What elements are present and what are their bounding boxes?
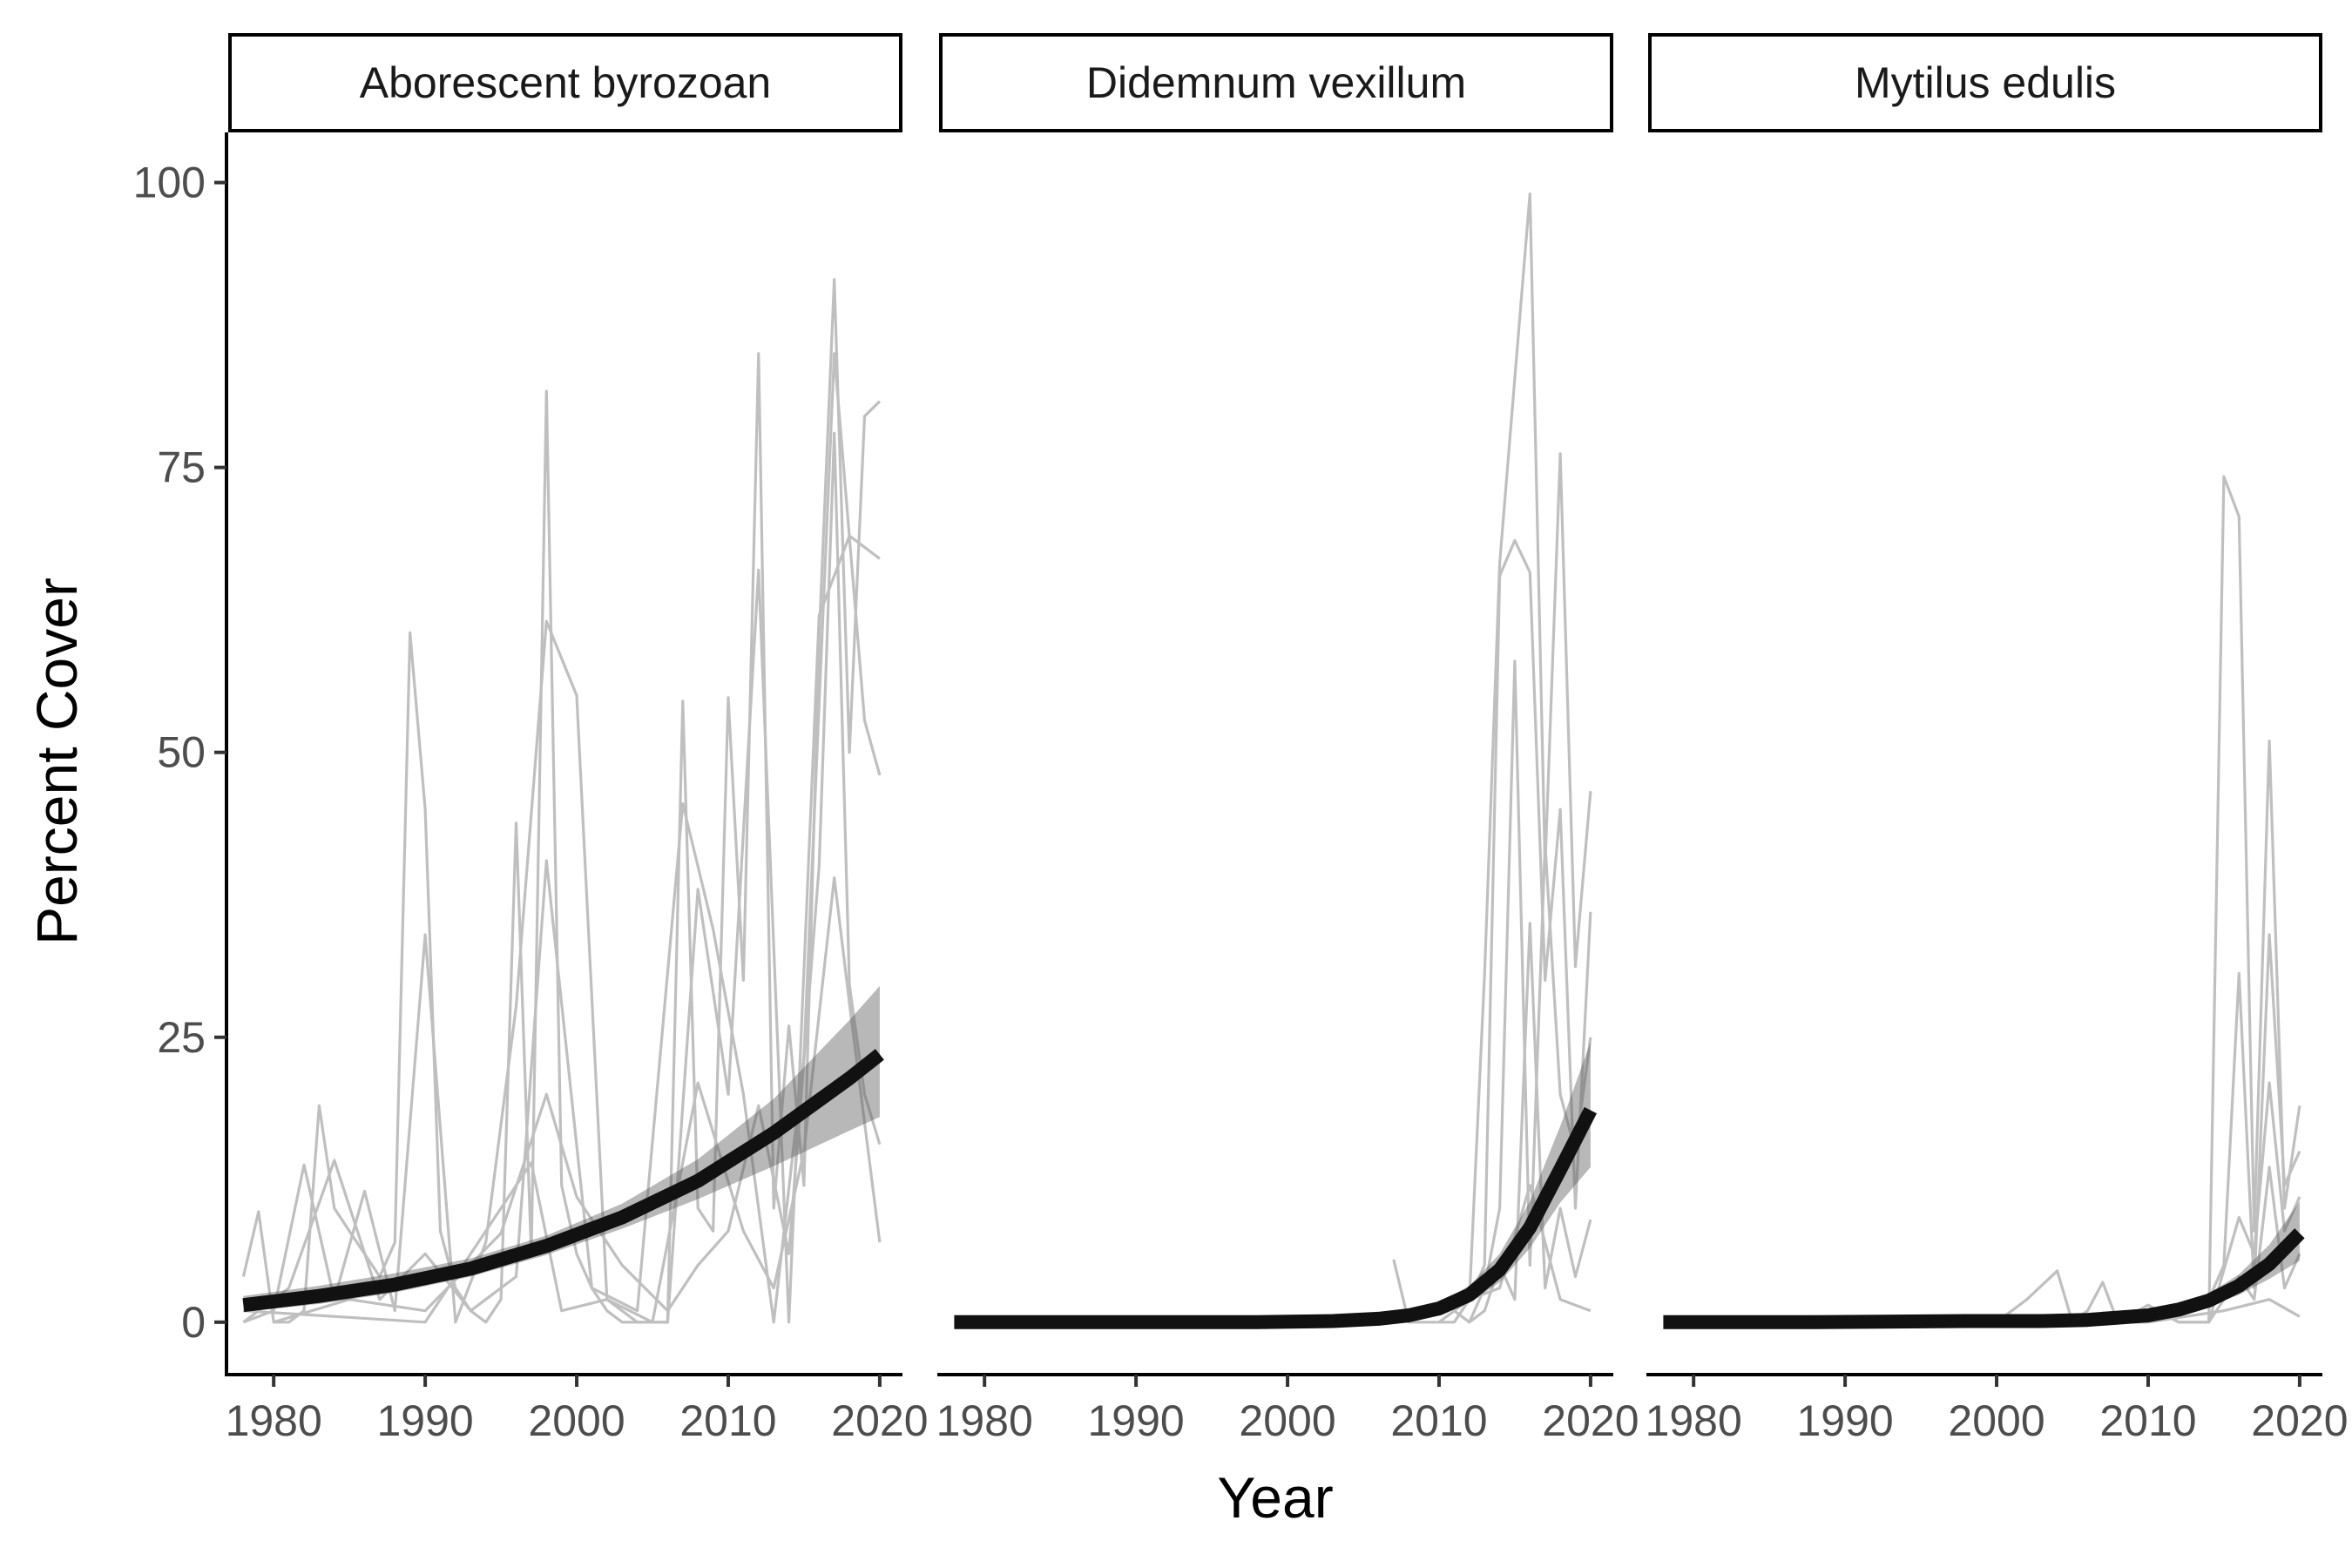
fitted-trend-line <box>954 1106 1598 1329</box>
x-tick-label: 2020 <box>831 1396 928 1445</box>
x-tick-label: 1990 <box>1087 1396 1184 1445</box>
raw-series-line <box>242 352 882 1324</box>
raw-series-line <box>241 278 882 1324</box>
y-axis: 0 25 50 75 100 <box>133 132 228 1376</box>
x-tick-label: 2010 <box>1390 1396 1487 1445</box>
x-tick-label: 2000 <box>1948 1396 2044 1445</box>
fitted-trend-line <box>242 1049 884 1313</box>
facet-strip-label: Mytilus edulis <box>1855 58 2116 107</box>
x-axis-title: Year <box>1217 1465 1333 1530</box>
raw-series-line <box>242 534 881 1324</box>
x-tick-label: 1980 <box>1646 1396 1742 1445</box>
y-tick-label: 100 <box>133 159 206 207</box>
facet-strip <box>228 33 902 132</box>
x-tick-label: 2010 <box>2099 1396 2196 1445</box>
facet-strip-label: Didemnum vexillum <box>1086 58 1466 107</box>
facet-strip-label: Aborescent byrozoan <box>360 58 772 107</box>
x-tick-label: 2020 <box>2251 1396 2348 1445</box>
x-tick-label: 2000 <box>1239 1396 1335 1445</box>
raw-series-line <box>1468 922 1592 1324</box>
raw-series-line <box>1392 193 1592 1324</box>
raw-series-line <box>1439 538 1592 1324</box>
raw-series-line <box>273 431 882 1324</box>
raw-series-line <box>1453 659 1592 1324</box>
raw-series-line <box>243 875 882 1324</box>
x-tick-label: 2000 <box>528 1396 625 1445</box>
x-tick-label: 1990 <box>376 1396 473 1445</box>
y-tick-label: 75 <box>157 443 206 492</box>
facet-strip <box>1648 33 2322 132</box>
fitted-trend-line <box>1663 1228 2305 1329</box>
x-tick-label: 2010 <box>679 1396 776 1445</box>
facet-panel: Mytilus edulis 1980 1990 2000 2010 2020 <box>1646 33 2349 1445</box>
x-tick-label: 1980 <box>936 1396 1033 1445</box>
x-tick-label: 1990 <box>1796 1396 1893 1445</box>
y-tick-label: 50 <box>157 728 206 777</box>
facet-panels: 0 25 50 75 100 Aborescent byrozoan 1980 1990 200… <box>133 33 2349 1445</box>
x-tick-label: 2020 <box>1542 1396 1639 1445</box>
y-axis-title: Percent Cover <box>24 578 89 945</box>
raw-series-line <box>1996 475 2301 1324</box>
x-tick-label: 1980 <box>226 1396 322 1445</box>
facet-panel: Aborescent byrozoan 1980 1990 2000 2010 2020 <box>226 33 929 1445</box>
facet-panel: Didemnum vexillum 1980 1990 2000 2010 2020 <box>936 33 1639 1445</box>
y-tick-label: 25 <box>157 1013 206 1062</box>
y-tick-label: 0 <box>181 1298 206 1347</box>
facet-strip <box>939 33 1613 132</box>
